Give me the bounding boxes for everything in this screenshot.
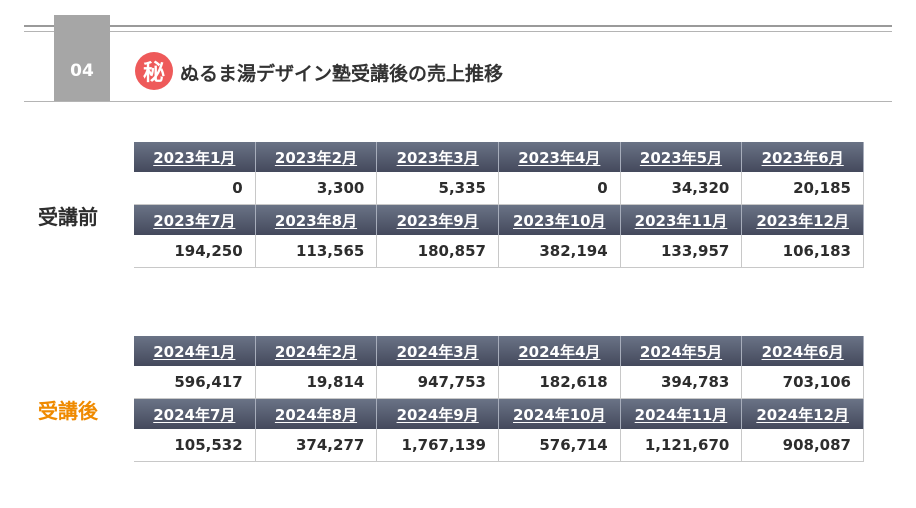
sales-value: 0 xyxy=(134,172,256,205)
sales-value: 374,277 xyxy=(255,429,378,462)
month-header: 2024年6月 xyxy=(742,336,864,366)
month-header: 2023年5月 xyxy=(620,142,743,172)
sales-value: 20,185 xyxy=(742,172,864,205)
sales-value: 596,417 xyxy=(134,366,256,399)
top-rule-thin xyxy=(24,31,892,32)
month-header: 2024年10月 xyxy=(498,399,621,429)
sales-value: 703,106 xyxy=(742,366,864,399)
sales-value: 382,194 xyxy=(498,235,621,268)
month-header: 2024年8月 xyxy=(255,399,378,429)
month-header: 2024年5月 xyxy=(620,336,743,366)
month-header: 2024年4月 xyxy=(498,336,621,366)
month-header: 2023年10月 xyxy=(498,205,621,235)
sales-value: 113,565 xyxy=(255,235,378,268)
month-header: 2023年1月 xyxy=(134,142,256,172)
after-label: 受講後 xyxy=(38,399,98,423)
page-title: ぬるま湯デザイン塾受講後の売上推移 xyxy=(180,63,504,85)
sales-value: 908,087 xyxy=(742,429,864,462)
month-header: 2023年2月 xyxy=(255,142,378,172)
month-header: 2023年8月 xyxy=(255,205,378,235)
sales-value: 182,618 xyxy=(498,366,621,399)
month-header: 2023年12月 xyxy=(742,205,864,235)
sales-value: 394,783 xyxy=(620,366,743,399)
month-header: 2023年9月 xyxy=(377,205,499,235)
header-divider xyxy=(24,101,892,102)
before-sales-table: 2023年1月 2023年2月 2023年3月 2023年4月 2023年5月 2023年… xyxy=(134,142,864,268)
sales-value: 106,183 xyxy=(742,235,864,268)
sales-value: 5,335 xyxy=(377,172,499,205)
sales-value: 1,121,670 xyxy=(620,429,743,462)
section-number: 04 xyxy=(54,15,110,101)
month-header: 2024年9月 xyxy=(377,399,499,429)
sales-value: 0 xyxy=(498,172,621,205)
secret-badge-icon: 秘 xyxy=(135,52,173,90)
sales-value: 194,250 xyxy=(134,235,256,268)
month-header: 2024年11月 xyxy=(620,399,743,429)
sales-value: 576,714 xyxy=(498,429,621,462)
after-sales-table: 2024年1月 2024年2月 2024年3月 2024年4月 2024年5月 2024年… xyxy=(134,336,864,462)
month-header: 2023年6月 xyxy=(742,142,864,172)
month-header: 2024年2月 xyxy=(255,336,378,366)
month-header: 2024年7月 xyxy=(134,399,256,429)
sales-value: 180,857 xyxy=(377,235,499,268)
sales-value: 1,767,139 xyxy=(377,429,499,462)
sales-value: 19,814 xyxy=(255,366,378,399)
sales-value: 133,957 xyxy=(620,235,743,268)
before-label: 受講前 xyxy=(38,205,98,229)
month-header: 2023年11月 xyxy=(620,205,743,235)
month-header: 2023年4月 xyxy=(498,142,621,172)
month-header: 2023年7月 xyxy=(134,205,256,235)
top-rule xyxy=(24,25,892,27)
sales-value: 34,320 xyxy=(620,172,743,205)
month-header: 2024年12月 xyxy=(742,399,864,429)
sales-value: 947,753 xyxy=(377,366,499,399)
month-header: 2024年1月 xyxy=(134,336,256,366)
sales-value: 105,532 xyxy=(134,429,256,462)
sales-value: 3,300 xyxy=(255,172,378,205)
month-header: 2023年3月 xyxy=(377,142,499,172)
month-header: 2024年3月 xyxy=(377,336,499,366)
